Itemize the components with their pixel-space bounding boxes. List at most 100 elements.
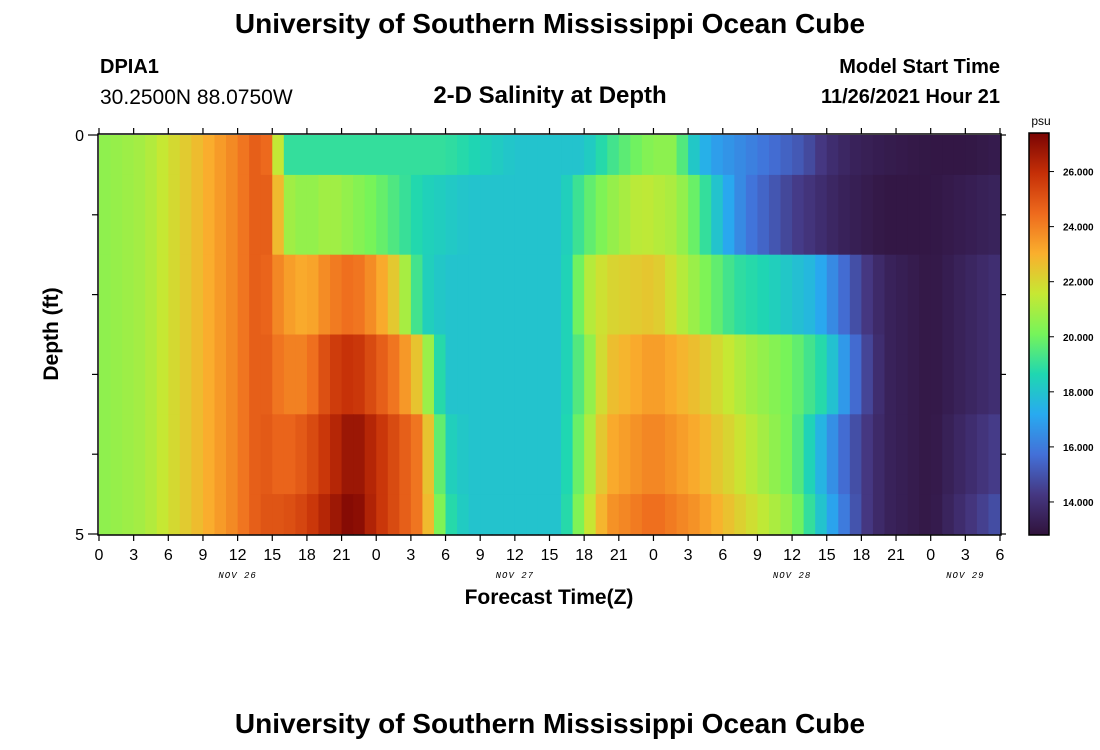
heatmap-cell: [422, 174, 435, 256]
heatmap-cell: [953, 135, 966, 176]
heatmap-cell: [561, 494, 574, 535]
heatmap-cell: [156, 334, 169, 415]
heatmap-cell: [318, 254, 331, 335]
model-start-label: Model Start Time: [839, 56, 1000, 78]
heatmap-cell: [803, 414, 816, 495]
heatmap-cell: [526, 414, 539, 495]
heatmap-cell: [699, 414, 712, 495]
heatmap-cell: [907, 334, 920, 415]
heatmap-cell: [745, 334, 759, 415]
heatmap-cell: [803, 174, 816, 256]
heatmap-cell: [503, 254, 516, 335]
heatmap-cell: [653, 135, 666, 176]
heatmap-cell: [965, 135, 978, 176]
heatmap-cell: [711, 334, 724, 415]
heatmap-cell: [202, 135, 216, 176]
heatmap-cell: [907, 135, 920, 176]
heatmap-cell: [526, 254, 539, 335]
heatmap-cell: [468, 414, 481, 495]
heatmap-cell: [884, 414, 897, 495]
heatmap-cell: [653, 334, 666, 415]
heatmap-cell: [364, 254, 377, 335]
heatmap-cell: [919, 414, 932, 495]
heatmap-cell: [641, 414, 655, 495]
heatmap-cell: [306, 414, 320, 495]
heatmap-cell: [202, 334, 216, 415]
heatmap-cell: [99, 414, 112, 495]
heatmap-cell: [653, 174, 666, 256]
model-start-time: 11/26/2021 Hour 21: [820, 86, 1000, 108]
heatmap-cell: [214, 494, 227, 535]
heatmap-cell: [272, 494, 285, 535]
heatmap-cell: [792, 334, 805, 415]
heatmap-cell: [422, 334, 435, 415]
heatmap-cell: [676, 334, 689, 415]
heatmap-cell: [330, 414, 343, 495]
heatmap-cell: [318, 414, 331, 495]
heatmap-cell: [872, 494, 886, 535]
x-tick-label: 0: [926, 547, 935, 564]
heatmap-cell: [884, 254, 897, 335]
heatmap-cell: [179, 254, 193, 335]
heatmap-cell: [341, 334, 354, 415]
heatmap-cell: [433, 135, 447, 176]
heatmap-cell: [191, 334, 204, 415]
heatmap-cell: [202, 174, 216, 256]
heatmap-cell: [861, 494, 874, 535]
heatmap-cell: [214, 174, 227, 256]
heatmap-cell: [399, 135, 412, 176]
heatmap-cell: [480, 174, 493, 256]
heatmap-cell: [330, 174, 343, 256]
heatmap-cell: [272, 254, 285, 335]
colorbar-tick-label: 26.000: [1063, 168, 1094, 179]
heatmap-cell: [676, 254, 689, 335]
heatmap-cell: [283, 135, 296, 176]
heatmap-cell: [468, 494, 481, 535]
heatmap-cell: [110, 494, 123, 535]
colorbar-unit: psu: [1031, 114, 1050, 128]
heatmap-cell: [514, 334, 527, 415]
heatmap-cell: [976, 334, 990, 415]
heatmap-cell: [549, 135, 562, 176]
heatmap-cell: [722, 254, 735, 335]
heatmap-cell: [861, 174, 874, 256]
heatmap-cell: [306, 494, 320, 535]
heatmap-cell: [711, 174, 724, 256]
heatmap-cell: [480, 494, 493, 535]
heatmap-cell: [214, 334, 227, 415]
heatmap-cell: [179, 135, 193, 176]
heatmap-cell: [364, 135, 377, 176]
heatmap-cell: [226, 494, 239, 535]
heatmap-cell: [757, 174, 770, 256]
colorbar-tick-label: 18.000: [1063, 388, 1094, 399]
heatmap-cell: [907, 494, 920, 535]
heatmap-cell: [849, 254, 862, 335]
heatmap-cell: [768, 254, 782, 335]
heatmap-cell: [965, 254, 978, 335]
heatmap-cell: [919, 174, 932, 256]
heatmap-cell: [688, 334, 701, 415]
heatmap-cell: [191, 414, 204, 495]
heatmap-cell: [306, 254, 320, 335]
footer-title: University of Southern Mississippi Ocean…: [234, 708, 866, 739]
heatmap-cell: [988, 334, 1001, 415]
heatmap-cell: [849, 494, 862, 535]
heatmap-cell: [907, 414, 920, 495]
heatmap-cell: [884, 174, 897, 256]
heatmap-cell: [318, 174, 331, 256]
heatmap-cell: [283, 494, 296, 535]
heatmap-cell: [618, 135, 631, 176]
heatmap-cell: [168, 494, 181, 535]
heatmap-cell: [919, 334, 932, 415]
heatmap-cell: [341, 414, 354, 495]
heatmap-cell: [838, 174, 851, 256]
heatmap-cell: [688, 494, 701, 535]
heatmap-cell: [514, 135, 527, 176]
heatmap-cell: [607, 254, 620, 335]
station-coordinates: 30.2500N 88.0750W: [100, 86, 293, 109]
x-tick-label: 21: [333, 547, 351, 564]
heatmap-cell: [607, 174, 620, 256]
heatmap-cell: [838, 254, 851, 335]
heatmap-cell: [491, 334, 504, 415]
heatmap-cell: [214, 254, 227, 335]
